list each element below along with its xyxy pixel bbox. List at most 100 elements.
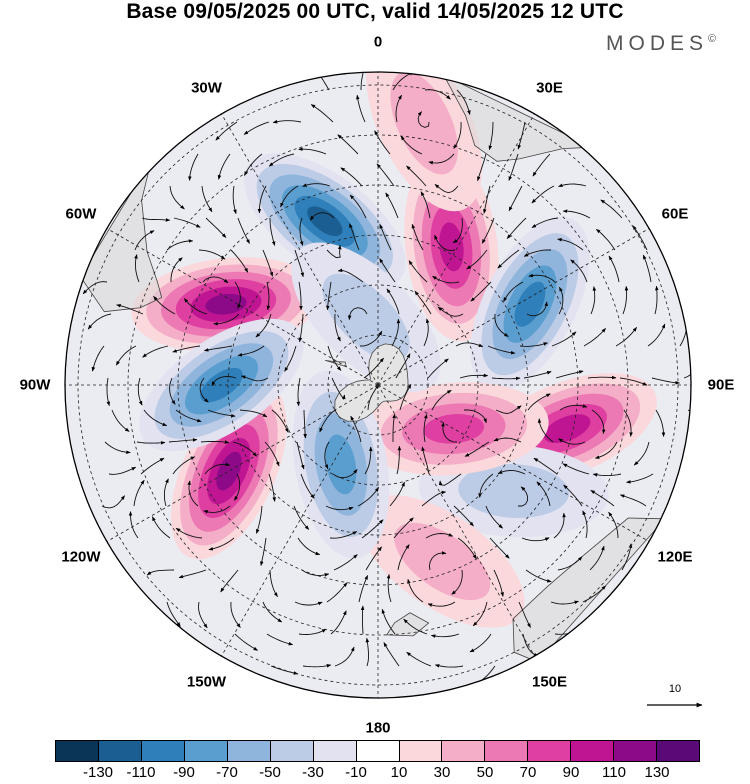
streamline-arrow: [269, 569, 278, 597]
streamline-arrow: [400, 135, 423, 155]
colorbar-tick-label: -70: [216, 764, 238, 781]
anomaly-contour: [458, 464, 570, 518]
streamline-arrow: [521, 537, 550, 542]
parallel-circle: [77, 84, 679, 686]
streamline-arrow: [294, 601, 323, 606]
longitude-label: 150W: [186, 673, 227, 691]
streamline-arrow: [457, 537, 477, 560]
streamline-arrow: [294, 249, 305, 278]
colorbar-swatch: [313, 741, 357, 761]
streamline-arrow: [280, 185, 299, 208]
colorbar-tick-label: 50: [476, 764, 494, 781]
streamline-arrow: [493, 437, 522, 443]
streamline-arrow: [232, 441, 257, 457]
streamline-arrow: [619, 377, 648, 386]
streamline-arrow: [485, 505, 503, 529]
streamline-arrow: [570, 259, 588, 283]
anomaly-contour: [325, 434, 357, 495]
streamline-arrow: [298, 628, 327, 635]
streamline-arrow: [264, 441, 280, 467]
streamline-arrow: [87, 313, 112, 330]
colorbar-tick-label: -10: [345, 764, 367, 781]
streamline-arrow: [600, 199, 623, 219]
streamline-arrow: [204, 462, 231, 475]
streamline-arrow: [358, 574, 369, 603]
streamline-arrow: [383, 642, 400, 667]
streamline-arrow: [481, 217, 495, 244]
streamline-arrow: [453, 505, 474, 527]
streamline-arrow: [428, 153, 455, 165]
streamline-arrow: [230, 249, 249, 273]
streamline-arrow: [217, 153, 231, 180]
colorbar-swatch: [56, 741, 99, 761]
streamline-arrow: [312, 72, 330, 91]
colorbar-ticks: -130 -110 -90 -70 -50 -30 -10 10 30 50 70 90 110 130: [0, 764, 750, 784]
streamline-arrow: [503, 281, 524, 302]
streamline-arrow: [451, 569, 463, 595]
streamline-arrow: [619, 494, 647, 507]
streamline-arrow: [361, 519, 384, 539]
streamline-arrow: [483, 185, 491, 214]
colorbar: [55, 740, 700, 762]
streamline-arrow: [349, 223, 360, 251]
streamline-arrow: [202, 276, 229, 284]
streamline-arrow: [411, 223, 424, 251]
streamline-arrow: [551, 331, 577, 347]
streamline-arrow: [326, 582, 348, 603]
streamline-arrow: [395, 353, 411, 379]
streamline-arrow: [360, 605, 365, 635]
streamline-arrow: [431, 389, 452, 411]
streamline-arrow: [523, 249, 552, 257]
streamline-arrow: [239, 409, 268, 418]
streamline-arrow: [243, 121, 270, 135]
streamline-arrow: [333, 554, 358, 571]
reference-arrow-icon: [647, 702, 703, 708]
brand-mark: ©: [708, 33, 717, 45]
streamline-arrow: [302, 664, 332, 668]
streamline-arrow: [582, 510, 588, 539]
streamline-arrow: [438, 473, 462, 486]
streamline-arrow: [647, 323, 666, 347]
colorbar-tick-label: 10: [390, 764, 408, 781]
streamline-arrow: [470, 281, 492, 302]
streamline-arrow: [172, 345, 201, 353]
streamline-arrow: [329, 531, 358, 539]
streamline-arrow: [558, 438, 586, 445]
streamline-arrow: [587, 375, 617, 380]
streamline-arrow: [262, 249, 274, 277]
streamline-arrow: [365, 637, 370, 667]
streamline-arrow: [488, 121, 494, 151]
colorbar-swatch: [614, 741, 658, 761]
streamline-arrow: [268, 153, 295, 167]
streamline-arrow: [163, 478, 169, 507]
streamline-arrow: [266, 633, 294, 646]
meridian-line: [377, 384, 536, 657]
streamline-arrow: [215, 121, 238, 141]
anomaly-cell: [360, 495, 525, 628]
colorbar-tick-label: 30: [433, 764, 451, 781]
colorbar-tick-label: -130: [82, 764, 114, 781]
parallel-circle: [127, 134, 629, 636]
streamline-arrow: [562, 209, 591, 219]
anomaly-contour: [423, 414, 485, 444]
streamlines: [82, 72, 691, 685]
streamline-arrow: [403, 618, 428, 635]
streamline-arrow: [299, 217, 304, 246]
streamline-arrow: [456, 89, 471, 115]
streamline-arrow: [365, 546, 382, 571]
streamline-arrow: [357, 487, 380, 507]
colorbar-tick-label: -110: [126, 764, 156, 781]
streamline-arrow: [327, 345, 342, 371]
streamline-arrow: [325, 505, 354, 511]
streamline-arrow: [108, 466, 137, 475]
colorbar-swatch: [356, 741, 400, 761]
colorbar-swatch: [571, 741, 615, 761]
streamline-arrow: [178, 569, 207, 579]
colorbar-tick-label: -90: [173, 764, 195, 781]
streamline-arrow: [389, 481, 405, 507]
streamline-arrow: [655, 409, 666, 437]
streamline-arrow: [260, 537, 267, 566]
streamline-arrow: [293, 505, 310, 530]
streamline-arrow: [687, 399, 691, 413]
streamline-arrow: [393, 517, 414, 539]
